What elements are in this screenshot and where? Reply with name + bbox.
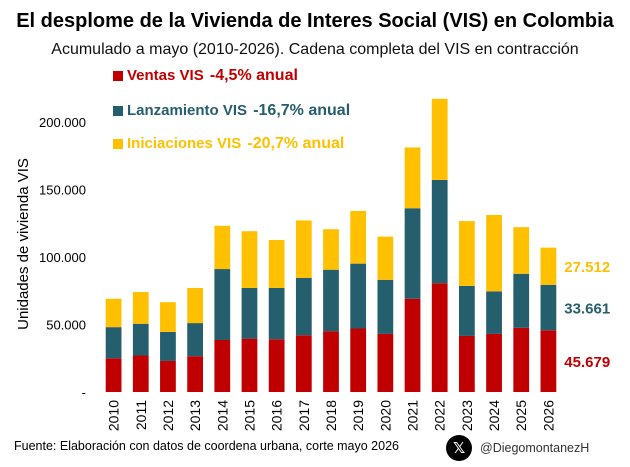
bar-segment (377, 279, 394, 334)
bar-segment (268, 287, 285, 340)
y-tick-label: - (82, 385, 86, 400)
legend-series-name: Iniciaciones VIS (127, 135, 245, 152)
y-tick-label: 100.000 (39, 250, 86, 265)
bar-segment (404, 298, 421, 392)
handle-text: @DiegomontanezH (480, 441, 590, 455)
bar-segment (459, 285, 475, 336)
bar-segment (214, 269, 231, 340)
x-tick-label: 2010 (106, 400, 122, 431)
bar-segment (350, 328, 367, 392)
x-tick-label: 2016 (269, 400, 285, 431)
legend-change: -4,5% anual (210, 67, 298, 84)
bar-segment (241, 231, 258, 288)
y-tick-label: 200.000 (39, 115, 86, 130)
source-note: Fuente: Elaboración con datos de coorden… (14, 439, 399, 453)
bar-segment (214, 225, 231, 270)
bar-segment (160, 302, 176, 332)
bar-segment (513, 327, 530, 392)
bar-segment (160, 360, 176, 392)
bar-segment (404, 208, 421, 299)
bar-segment (295, 220, 312, 278)
bar-segment (459, 221, 475, 286)
bar-segment (241, 338, 258, 392)
x-tick-label: 2015 (242, 400, 258, 431)
bar-segment (431, 98, 448, 180)
bar-segment (295, 277, 312, 336)
x-tick-label: 2024 (486, 400, 502, 431)
x-tick-label: 2022 (432, 400, 448, 431)
bar-segment (377, 236, 394, 280)
bar-segment (132, 292, 149, 324)
bar-segment (486, 291, 502, 334)
bar-segment (187, 323, 203, 357)
data-label: 45.679 (564, 354, 610, 371)
x-tick-label: 2023 (459, 400, 475, 431)
bar-segment (323, 229, 339, 270)
x-tick-label: 2011 (133, 400, 149, 430)
x-tick-label: 2019 (350, 400, 366, 431)
bar-segment (241, 287, 258, 339)
bar-segment (486, 215, 502, 292)
bar-segment (540, 284, 557, 331)
x-tick-label: 2017 (296, 400, 312, 431)
legend-change: -20,7% anual (247, 135, 344, 152)
bar-segment (132, 323, 149, 356)
y-tick-label: 50.000 (46, 317, 86, 332)
bar-segment (187, 356, 203, 392)
chart-title: El desplome de la Vivienda de Interes So… (16, 10, 614, 32)
bar-segment (187, 287, 203, 324)
bar-segment (513, 273, 530, 328)
bar-segment (431, 179, 448, 284)
bar-segment (404, 147, 421, 209)
bar-segment (350, 210, 367, 264)
bar-segment (377, 333, 394, 392)
legend-change: -16,7% anual (253, 102, 350, 119)
x-tick-label: 2026 (540, 400, 556, 431)
bar-segment (486, 333, 502, 392)
bar-segment (323, 331, 339, 392)
bar-segment (268, 240, 285, 288)
x-tick-label: 2020 (377, 400, 393, 431)
bar-segment (540, 247, 557, 285)
x-tick-label: 2012 (160, 400, 176, 431)
bar-segment (540, 330, 557, 392)
x-tick-label: 2014 (214, 400, 230, 431)
bar-segment (431, 283, 448, 392)
legend-label: Lanzamiento VIS -16,7% anual (127, 102, 350, 119)
author-handle[interactable]: 𝕏 @DiegomontanezH (446, 434, 589, 462)
legend-swatch (113, 106, 123, 116)
bar-segment (268, 339, 285, 392)
y-tick-label: 150.000 (39, 182, 86, 197)
bar-segment (105, 298, 122, 328)
bar-segment (105, 358, 122, 392)
bar-segment (295, 335, 312, 392)
y-axis-title: Unidades de vivienda VIS (15, 158, 32, 330)
x-logo-icon: 𝕏 (446, 435, 472, 461)
bar-segment (459, 335, 475, 392)
x-tick-label: 2018 (323, 400, 339, 431)
bar-segment (214, 339, 231, 392)
x-tick-label: 2013 (187, 400, 203, 431)
data-label: 33.661 (564, 301, 610, 318)
bar-segment (350, 263, 367, 329)
bar-segment (160, 331, 176, 361)
legend-series-name: Lanzamiento VIS (127, 102, 251, 119)
legend-series-name: Ventas VIS (127, 67, 208, 84)
chart-subtitle: Acumulado a mayo (2010-2026). Cadena com… (51, 41, 579, 58)
bar-segment (513, 227, 530, 274)
legend-swatch (113, 71, 123, 81)
bar-segment (132, 355, 149, 392)
x-tick-label: 2021 (405, 400, 421, 431)
data-label: 27.512 (564, 259, 610, 276)
legend-label: Ventas VIS -4,5% anual (127, 67, 298, 84)
x-tick-label: 2025 (513, 400, 529, 431)
bar-segment (323, 269, 339, 332)
bar-segment (105, 327, 122, 359)
legend-swatch (113, 139, 123, 149)
legend-label: Iniciaciones VIS -20,7% anual (127, 135, 344, 152)
